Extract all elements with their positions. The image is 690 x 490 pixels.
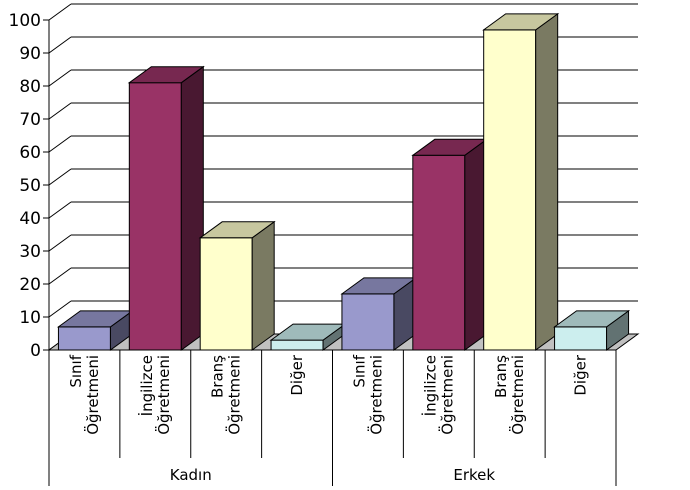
y-tick-labels: 0 10 20 30 40 50 60 70 80 90 100 <box>9 11 41 361</box>
side-wall-line <box>48 168 72 186</box>
bar-front <box>128 82 182 351</box>
x-category-label: SınıfÖğretmeni <box>350 354 385 435</box>
side-wall-line <box>48 300 72 318</box>
bar <box>127 65 205 351</box>
bar <box>56 309 134 351</box>
bar-front <box>483 29 537 351</box>
bar-front <box>412 154 466 351</box>
side-wall-line <box>48 201 72 219</box>
x-category-label: İngilizceÖğretmeni <box>137 355 173 435</box>
bar <box>340 276 418 351</box>
x-category-label: BranşÖğretmeni <box>209 355 244 435</box>
bar-front <box>341 293 395 351</box>
y-tick-label: 100 <box>9 11 41 31</box>
bar-top <box>553 310 631 328</box>
side-wall-line <box>48 135 72 153</box>
side-wall-line <box>48 36 72 54</box>
bar-side <box>251 220 275 351</box>
bar-front <box>554 326 608 351</box>
bar-top <box>482 13 560 31</box>
bar-top <box>198 221 276 239</box>
bar-front <box>57 326 111 351</box>
bar <box>411 138 489 351</box>
bar <box>482 12 560 351</box>
y-tick-label: 50 <box>19 176 41 196</box>
y-tick-label: 60 <box>19 143 41 163</box>
bar-front <box>270 339 324 351</box>
bar <box>553 309 631 351</box>
y-tick-label: 70 <box>19 110 41 130</box>
y-tick-label: 0 <box>30 341 41 361</box>
y-tick-label: 10 <box>19 308 41 328</box>
side-wall-line <box>48 267 72 285</box>
bar-front <box>199 237 253 351</box>
x-category-label: SınıfÖğretmeni <box>67 354 102 435</box>
bar-side <box>535 12 559 351</box>
y-tick-label: 90 <box>19 44 41 64</box>
x-category-label: BranşÖğretmeni <box>492 355 527 435</box>
group-label: Kadın <box>170 466 212 484</box>
bar <box>198 220 276 351</box>
bar-top <box>127 66 205 84</box>
y-tick-label: 20 <box>19 275 41 295</box>
side-wall-line <box>48 102 72 120</box>
x-category-label: İngilizceÖğretmeni <box>420 355 456 435</box>
side-wall-line <box>48 3 72 21</box>
bars <box>56 12 631 351</box>
x-category-labels: SınıfÖğretmeni İngilizceÖğretmeni BranşÖğr… <box>48 350 617 486</box>
side-wall-line <box>48 69 72 87</box>
y-tick-label: 40 <box>19 209 41 229</box>
x-category-label: Diğer <box>288 354 306 395</box>
bar <box>269 323 347 351</box>
group-label: Erkek <box>453 466 495 484</box>
y-tick-label: 30 <box>19 242 41 262</box>
side-wall-line <box>48 234 72 252</box>
y-tick-label: 80 <box>19 77 41 97</box>
x-category-label: Diğer <box>572 354 590 395</box>
